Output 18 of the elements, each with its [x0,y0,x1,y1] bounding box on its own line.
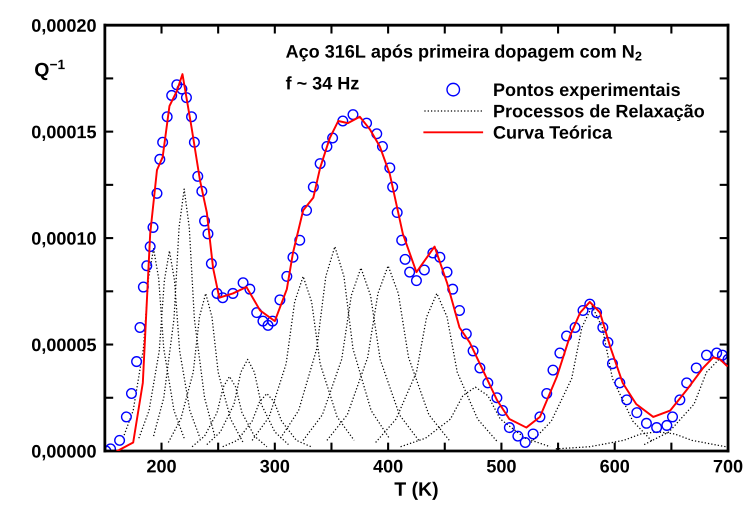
x-tick-label: 300 [260,460,290,473]
x-tick-label: 400 [373,460,402,473]
x-tick-label: 500 [486,460,516,473]
annotation: Aço 316L após primeira dopagem com N$_{2}$ [286,44,642,62]
annotation: f ~ 34 Hz [286,76,359,90]
y-tick-label: 0,00005 [32,338,96,354]
legend-label: Pontos experimentais [494,82,680,100]
y-tick-label: 0,00015 [32,126,96,141]
x-tick-label: 600 [600,460,630,473]
x-axis-title: T (K) [394,482,438,500]
y-tick-label: 0,00010 [32,232,96,248]
y-tick-label: 0,00000 [32,444,96,460]
x-tick-label: 700 [714,460,742,473]
y-axis-title: Q$^{−1}$ [35,60,65,80]
y-tick-label: 0,00020 [32,19,96,35]
legend-label: Curva Teórica [494,125,612,139]
legend-label: Processos de Relaxação [494,104,704,122]
x-tick-label: 200 [147,460,176,473]
